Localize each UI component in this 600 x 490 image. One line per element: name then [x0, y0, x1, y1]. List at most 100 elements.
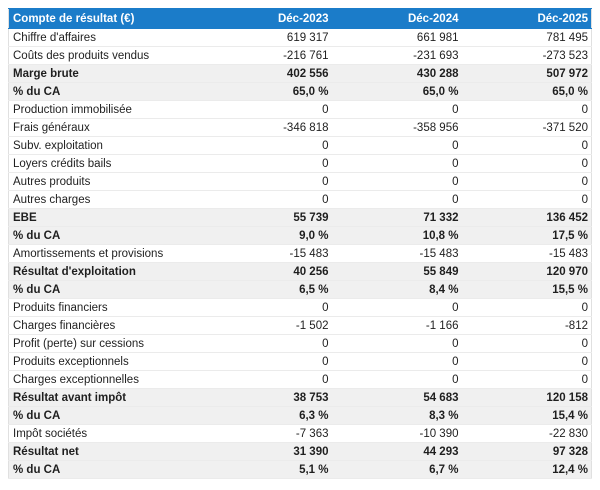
column-header-year-2: Déc-2024	[331, 8, 462, 29]
row-value: 0	[201, 154, 332, 173]
row-label: Subv. exploitation	[8, 136, 202, 155]
row-value: 12,4 %	[461, 460, 592, 479]
row-value: 0	[461, 370, 592, 389]
row-value: 120 158	[461, 388, 592, 407]
row-label: Autres produits	[8, 172, 202, 191]
row-value: 65,0 %	[201, 82, 332, 101]
row-value: -22 830	[461, 424, 592, 443]
table-title: Compte de résultat (€)	[8, 8, 202, 29]
row-value: 136 452	[461, 208, 592, 227]
row-value: 6,3 %	[201, 406, 332, 425]
row-value: -1 166	[331, 316, 462, 335]
row-label: Charges financières	[8, 316, 202, 335]
table-row: Profit (perte) sur cessions 0 0 0	[8, 334, 592, 353]
table-row: Autres charges 0 0 0	[8, 190, 592, 209]
row-value: 0	[461, 298, 592, 317]
column-header-year-3: Déc-2025	[461, 8, 592, 29]
table-row: Coûts des produits vendus -216 761 -231 …	[8, 46, 592, 65]
row-value: 0	[201, 136, 332, 155]
row-value: 0	[461, 334, 592, 353]
row-label: % du CA	[8, 460, 202, 479]
row-value: -1 502	[201, 316, 332, 335]
table-row: Charges financières -1 502 -1 166 -812	[8, 316, 592, 335]
row-label: Produits exceptionnels	[8, 352, 202, 371]
row-label: Loyers crédits bails	[8, 154, 202, 173]
row-value: 8,3 %	[331, 406, 462, 425]
row-value: 8,4 %	[331, 280, 462, 299]
row-value: -346 818	[201, 118, 332, 137]
table-row: % du CA 65,0 % 65,0 % 65,0 %	[8, 82, 592, 101]
table-row: % du CA 6,3 % 8,3 % 15,4 %	[8, 406, 592, 425]
table-row: Frais généraux -346 818 -358 956 -371 52…	[8, 118, 592, 137]
table-row: Production immobilisée 0 0 0	[8, 100, 592, 119]
row-value: 0	[331, 172, 462, 191]
row-value: 0	[201, 172, 332, 191]
row-label: Chiffre d'affaires	[8, 28, 202, 47]
table-row: EBE 55 739 71 332 136 452	[8, 208, 592, 227]
row-value: -371 520	[461, 118, 592, 137]
row-value: 0	[201, 334, 332, 353]
table-row: Marge brute 402 556 430 288 507 972	[8, 64, 592, 83]
table-row: Chiffre d'affaires 619 317 661 981 781 4…	[8, 28, 592, 47]
row-value: 65,0 %	[331, 82, 462, 101]
column-header-year-1: Déc-2023	[201, 8, 332, 29]
row-value: 0	[201, 370, 332, 389]
row-value: 17,5 %	[461, 226, 592, 245]
row-value: -358 956	[331, 118, 462, 137]
income-statement-table: Compte de résultat (€) Déc-2023 Déc-2024…	[8, 8, 592, 479]
row-value: 507 972	[461, 64, 592, 83]
row-value: 9,0 %	[201, 226, 332, 245]
table-row: Charges exceptionnelles 0 0 0	[8, 370, 592, 389]
row-label: % du CA	[8, 280, 202, 299]
row-value: 0	[461, 154, 592, 173]
table-header-row: Compte de résultat (€) Déc-2023 Déc-2024…	[8, 8, 592, 29]
table-row: Amortissements et provisions -15 483 -15…	[8, 244, 592, 263]
row-value: 0	[331, 100, 462, 119]
row-value: 10,8 %	[331, 226, 462, 245]
row-value: 15,4 %	[461, 406, 592, 425]
row-value: 40 256	[201, 262, 332, 281]
row-value: -7 363	[201, 424, 332, 443]
row-value: 97 328	[461, 442, 592, 461]
table-row: Autres produits 0 0 0	[8, 172, 592, 191]
row-label: % du CA	[8, 226, 202, 245]
row-value: -15 483	[331, 244, 462, 263]
row-value: 0	[461, 172, 592, 191]
row-value: -15 483	[461, 244, 592, 263]
row-value: 0	[461, 100, 592, 119]
row-label: Résultat d'exploitation	[8, 262, 202, 281]
row-value: 120 970	[461, 262, 592, 281]
row-value: -231 693	[331, 46, 462, 65]
row-value: 0	[461, 352, 592, 371]
table-row: Résultat avant impôt 38 753 54 683 120 1…	[8, 388, 592, 407]
table-row: % du CA 5,1 % 6,7 % 12,4 %	[8, 460, 592, 479]
row-value: 619 317	[201, 28, 332, 47]
table-row: Loyers crédits bails 0 0 0	[8, 154, 592, 173]
row-value: 5,1 %	[201, 460, 332, 479]
row-value: 15,5 %	[461, 280, 592, 299]
table-row: % du CA 6,5 % 8,4 % 15,5 %	[8, 280, 592, 299]
row-value: -15 483	[201, 244, 332, 263]
row-value: 6,5 %	[201, 280, 332, 299]
row-label: Amortissements et provisions	[8, 244, 202, 263]
row-value: 0	[331, 352, 462, 371]
row-value: -216 761	[201, 46, 332, 65]
row-label: Production immobilisée	[8, 100, 202, 119]
row-label: Autres charges	[8, 190, 202, 209]
income-statement-wrap: Compte de résultat (€) Déc-2023 Déc-2024…	[8, 8, 592, 479]
table-row: Produits financiers 0 0 0	[8, 298, 592, 317]
table-body: Chiffre d'affaires 619 317 661 981 781 4…	[8, 28, 592, 479]
row-value: 38 753	[201, 388, 332, 407]
row-label: Produits financiers	[8, 298, 202, 317]
row-label: % du CA	[8, 82, 202, 101]
row-value: -10 390	[331, 424, 462, 443]
row-value: 65,0 %	[461, 82, 592, 101]
row-value: 0	[201, 100, 332, 119]
row-value: 0	[461, 136, 592, 155]
row-value: 0	[331, 298, 462, 317]
row-value: 54 683	[331, 388, 462, 407]
table-row: Résultat net 31 390 44 293 97 328	[8, 442, 592, 461]
row-value: 661 981	[331, 28, 462, 47]
row-value: 0	[331, 370, 462, 389]
table-header: Compte de résultat (€) Déc-2023 Déc-2024…	[8, 8, 592, 29]
